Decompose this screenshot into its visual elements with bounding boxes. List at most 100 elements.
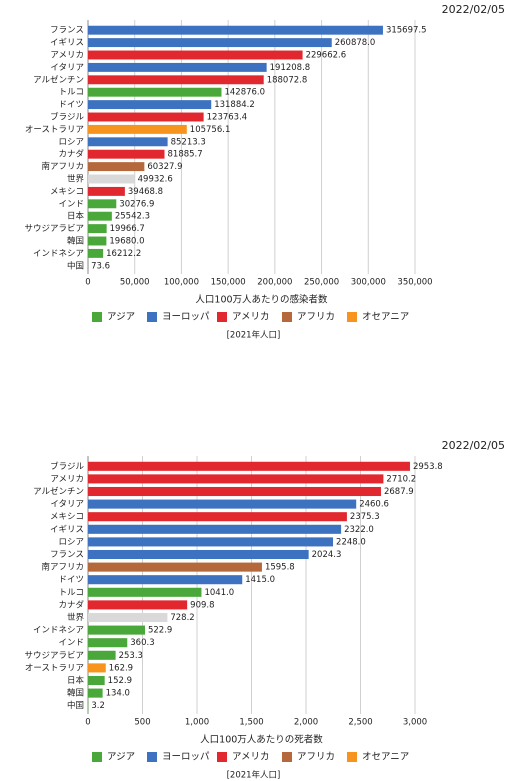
legend-label: アフリカ — [297, 312, 335, 323]
value-label: 728.2 — [170, 613, 194, 623]
category-label: ロシア — [58, 537, 84, 547]
bar — [88, 162, 145, 172]
category-label: 韓国 — [67, 236, 84, 247]
date: 2022/02/05 — [442, 439, 505, 452]
x-tick-label: 250,000 — [304, 278, 339, 288]
bar — [88, 675, 105, 686]
bar — [88, 248, 104, 258]
category-label: メキシコ — [50, 512, 84, 522]
category-label: インド — [58, 638, 84, 648]
value-label: 229662.6 — [306, 51, 347, 61]
value-label: 1041.0 — [204, 588, 234, 598]
value-label: 123763.4 — [207, 113, 248, 123]
category-label: アルゼンチン — [33, 486, 84, 497]
x-tick-label: 350,000 — [397, 278, 432, 288]
bar — [88, 199, 117, 209]
value-label: 19966.7 — [110, 224, 145, 234]
bar — [88, 75, 264, 85]
category-label: 南アフリカ — [41, 562, 84, 573]
bar — [88, 149, 165, 159]
category-label: 世界 — [67, 612, 85, 623]
value-label: 2322.0 — [344, 525, 374, 535]
value-label: 1415.0 — [245, 575, 275, 585]
value-label: 25542.3 — [115, 212, 150, 222]
value-label: 16212.2 — [106, 249, 141, 259]
value-label: 49932.6 — [138, 175, 173, 185]
legend-label: オセアニア — [362, 752, 409, 763]
x-tick-label: 500 — [134, 718, 150, 728]
note: [2021年人口] — [227, 330, 281, 341]
bar — [88, 25, 383, 35]
bar — [88, 688, 103, 698]
bar — [88, 100, 212, 110]
legend-swatch — [282, 752, 292, 762]
legend-label: ヨーロッパ — [162, 752, 210, 763]
value-label: 522.9 — [148, 626, 172, 636]
bar — [88, 625, 145, 635]
category-label: アメリカ — [50, 474, 84, 484]
category-label: アルゼンチン — [33, 74, 84, 85]
category-label: インドネシア — [33, 626, 84, 636]
category-label: ブラジル — [50, 461, 84, 472]
date: 2022/02/05 — [442, 3, 505, 16]
bar — [88, 612, 168, 623]
x-tick-label: 300,000 — [351, 278, 386, 288]
value-label: 30276.9 — [119, 199, 154, 209]
category-label: 世界 — [67, 174, 85, 185]
value-label: 162.9 — [109, 663, 133, 673]
value-label: 81885.7 — [168, 150, 203, 160]
bar — [88, 663, 106, 673]
value-label: 85213.3 — [171, 137, 206, 147]
note: [2021年人口] — [227, 770, 281, 781]
value-label: 188072.8 — [267, 75, 308, 85]
category-label: フランス — [50, 550, 84, 560]
value-label: 253.3 — [119, 651, 143, 661]
x-tick-label: 1,500 — [239, 718, 263, 728]
x-tick-label: 2,000 — [294, 718, 318, 728]
x-axis-title: 人口100万人あたりの感染者数 — [195, 294, 328, 306]
legend-swatch — [347, 312, 357, 322]
bar — [88, 186, 125, 196]
category-label: サウジアラビア — [24, 224, 84, 234]
value-label: 315697.5 — [386, 26, 427, 36]
value-label: 73.6 — [91, 261, 110, 271]
category-label: サウジアラビア — [24, 651, 84, 661]
value-label: 260878.0 — [335, 38, 376, 48]
category-label: 日本 — [67, 675, 85, 686]
category-label: イタリア — [50, 500, 84, 510]
category-label: カナダ — [58, 599, 84, 610]
category-label: フランス — [50, 26, 84, 36]
bar — [88, 211, 112, 221]
legend-swatch — [92, 312, 102, 322]
category-label: ブラジル — [50, 112, 84, 123]
category-label: ドイツ — [58, 100, 84, 110]
bar — [88, 587, 202, 597]
bar — [88, 137, 168, 147]
bar — [88, 575, 243, 585]
bar — [88, 650, 116, 660]
category-label: インドネシア — [33, 249, 84, 259]
bar — [88, 512, 347, 522]
bar — [88, 638, 128, 648]
value-label: 191208.8 — [270, 63, 311, 73]
legend-swatch — [347, 752, 357, 762]
category-label: トルコ — [59, 88, 84, 98]
legend-swatch — [92, 752, 102, 762]
value-label: 2710.2 — [386, 474, 416, 484]
bar — [88, 224, 107, 234]
legend-label: アジア — [107, 752, 135, 763]
bar — [88, 461, 410, 471]
bar — [88, 62, 267, 72]
category-label: 中国 — [67, 700, 84, 711]
category-label: ドイツ — [58, 575, 84, 585]
legend-swatch — [217, 752, 227, 762]
value-label: 3.2 — [91, 701, 105, 711]
value-label: 131884.2 — [214, 100, 255, 110]
category-label: ロシア — [58, 137, 84, 147]
x-tick-label: 50,000 — [120, 278, 150, 288]
x-tick-label: 200,000 — [257, 278, 292, 288]
x-tick-label: 150,000 — [211, 278, 246, 288]
value-label: 360.3 — [130, 638, 154, 648]
